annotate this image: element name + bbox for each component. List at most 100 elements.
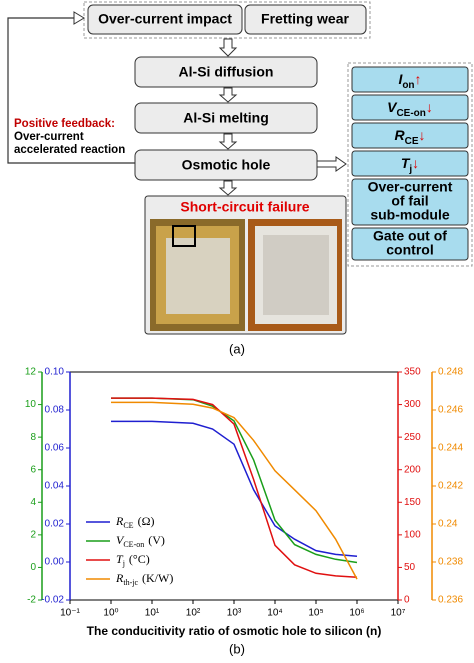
effect-label: VCE-on↓ xyxy=(387,99,433,119)
x-tick-label: 10⁴ xyxy=(267,608,282,619)
x-tick-label: 10⁷ xyxy=(391,608,406,619)
y-tick-label: 0.08 xyxy=(45,405,65,416)
arrow: ↑ xyxy=(415,71,422,87)
diagram: Over-current impact Fretting wear Al-Si … xyxy=(7,1,473,356)
legend-unit: (Ω) xyxy=(138,514,155,528)
photo xyxy=(263,235,329,315)
feedback-line xyxy=(7,17,135,164)
box-label: Osmotic hole xyxy=(182,157,271,173)
arrow xyxy=(218,133,238,150)
outcome-label: of fail xyxy=(391,193,428,209)
y-tick-label: 0.236 xyxy=(438,595,463,606)
feedback-text: accelerated reaction xyxy=(14,144,125,156)
y-tick-label: 0.02 xyxy=(45,519,65,530)
y-tick-label: 0.244 xyxy=(438,443,463,454)
legend-label: Rth-jc (K/W) xyxy=(115,571,173,588)
legend-symbol: T xyxy=(116,552,124,566)
dashed-group xyxy=(83,1,371,39)
x-tick-label: 10⁻¹ xyxy=(60,608,80,619)
subscript: on xyxy=(402,80,414,91)
y-tick-label: 200 xyxy=(404,464,421,475)
y-tick-label: 8 xyxy=(30,432,36,443)
series-line xyxy=(111,420,358,558)
legend-symbol: R xyxy=(115,514,124,528)
y-tick-label: 12 xyxy=(25,367,37,378)
box-label: Fretting wear xyxy=(261,11,349,27)
caption: (b) xyxy=(229,641,245,656)
legend-unit: (K/W) xyxy=(142,571,173,585)
symbol: I xyxy=(398,71,403,87)
y-tick-label: 0.00 xyxy=(45,557,65,568)
series-line xyxy=(111,397,358,578)
y-tick-label: 2 xyxy=(30,529,36,540)
effect-box xyxy=(351,66,469,93)
feedback-title: Positive feedback: xyxy=(14,118,115,130)
subscript: CE xyxy=(405,136,419,147)
legend-subscript: th-jc xyxy=(123,578,138,587)
y-tick-label: -2 xyxy=(27,595,36,606)
legend-label: VCE-on (V) xyxy=(116,533,165,550)
feedback-text: Over-current xyxy=(14,131,84,143)
effect-label: RCE↓ xyxy=(394,127,425,147)
x-tick-label: 10¹ xyxy=(145,608,160,619)
y-tick-label: 6 xyxy=(30,464,36,475)
y-tick-label: 250 xyxy=(404,432,421,443)
legend-unit: (V) xyxy=(148,533,165,547)
y-tick-label: 100 xyxy=(404,529,421,540)
y-tick-label: 0 xyxy=(30,562,36,573)
effect-label: Ion↑ xyxy=(398,71,421,91)
legend-label: RCE (Ω) xyxy=(115,514,155,531)
arrow-head xyxy=(73,11,85,25)
y-tick-label: 4 xyxy=(30,497,36,508)
y-tick-label: -0.02 xyxy=(41,595,64,606)
arrow xyxy=(218,38,238,57)
legend-symbol: V xyxy=(116,533,125,547)
photo-title: Short-circuit failure xyxy=(180,199,309,215)
series-line xyxy=(111,401,358,580)
y-tick-label: 0.238 xyxy=(438,557,463,568)
legend-subscript: CE-on xyxy=(123,540,144,549)
legend-symbol: R xyxy=(115,571,124,585)
y-tick-label: 150 xyxy=(404,497,421,508)
x-axis-label: The conducitivity ratio of osmotic hole … xyxy=(87,624,382,638)
x-tick-label: 10² xyxy=(186,608,201,619)
symbol: R xyxy=(394,127,405,143)
legend-subscript: CE xyxy=(123,521,133,530)
legend-label: Tj (°C) xyxy=(116,552,150,569)
effect-box xyxy=(351,122,469,149)
outcome-box xyxy=(351,227,469,261)
effect-box xyxy=(351,94,469,121)
y-tick-label: 0.248 xyxy=(438,367,463,378)
y-tick-label: 0.246 xyxy=(438,405,463,416)
outcome-label: Gate out of xyxy=(373,228,447,244)
box-label: Al-Si melting xyxy=(183,110,269,126)
photo xyxy=(166,238,230,314)
arrow: ↓ xyxy=(419,127,426,143)
legend-subscript: j xyxy=(122,559,125,568)
outcome-label: Over-current xyxy=(368,179,453,195)
subscript: CE-on xyxy=(396,108,425,119)
y-tick-label: 10 xyxy=(25,399,37,410)
y-tick-label: 350 xyxy=(404,367,421,378)
box xyxy=(87,4,243,35)
y-tick-label: 0.10 xyxy=(45,367,65,378)
arrow xyxy=(218,180,238,196)
subscript: j xyxy=(408,164,412,175)
y-tick-label: 300 xyxy=(404,399,421,410)
arrow: ↓ xyxy=(426,99,433,115)
x-tick-label: 10⁰ xyxy=(103,608,118,619)
symbol: T xyxy=(401,155,411,171)
outcome-box xyxy=(351,178,469,226)
box-label: Over-current impact xyxy=(98,11,232,27)
box-label: Al-Si diffusion xyxy=(179,64,274,80)
y-tick-label: 0.06 xyxy=(45,443,65,454)
outcome-label: sub-module xyxy=(370,207,450,223)
y-tick-label: 50 xyxy=(404,562,416,573)
arrow xyxy=(316,156,347,172)
arrow: ↓ xyxy=(412,155,419,171)
x-tick-label: 10³ xyxy=(227,608,242,619)
x-tick-label: 10⁶ xyxy=(349,608,364,619)
y-tick-label: 0.04 xyxy=(45,481,65,492)
